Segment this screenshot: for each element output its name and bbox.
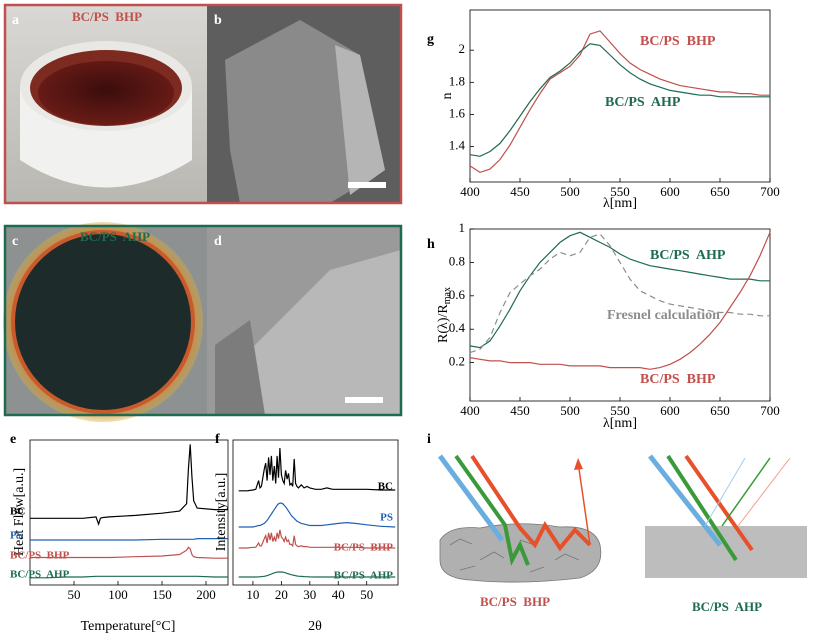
x-tick-label: 10 xyxy=(246,587,259,602)
x-tick-label: 550 xyxy=(610,184,630,199)
photo-b xyxy=(207,5,401,203)
y-tick-label: 1.4 xyxy=(449,138,466,153)
x-tick-label: 50 xyxy=(360,587,373,602)
series-line xyxy=(238,571,396,578)
x-tick-label: 450 xyxy=(510,403,530,418)
panel-letter: i xyxy=(427,432,431,447)
panel-letter: f xyxy=(215,432,220,447)
panel-letter: c xyxy=(12,234,18,249)
panel-letter: e xyxy=(10,432,16,447)
series-line xyxy=(469,30,770,174)
x-tick-label: 650 xyxy=(710,403,730,418)
sample-label: BC/PS AHP xyxy=(692,599,762,614)
series-line xyxy=(30,538,228,541)
x-tick-label: 100 xyxy=(108,587,128,602)
panel-letter: d xyxy=(214,234,222,249)
y-axis-label-main: n xyxy=(440,93,455,100)
x-tick-label: 50 xyxy=(68,587,81,602)
series-line xyxy=(469,233,770,354)
y-axis-label-main: R(λ)/R xyxy=(436,304,451,343)
series-line xyxy=(30,575,228,579)
series-line xyxy=(238,529,396,549)
x-axis-label: Temperature[°C] xyxy=(81,619,176,634)
y-tick-label: 1 xyxy=(459,220,466,235)
x-tick-label: 500 xyxy=(560,184,580,199)
panel-letter: b xyxy=(214,13,222,28)
y-tick-label: 2 xyxy=(459,41,466,56)
x-axis-label: λ[nm] xyxy=(603,196,637,211)
x-tick-label: 200 xyxy=(196,587,216,602)
sample-label: BC/PS BHP xyxy=(72,9,142,24)
x-tick-label: 700 xyxy=(760,184,780,199)
panel-letter: g xyxy=(427,32,434,47)
y-axis-label: R(λ)/Rmax xyxy=(436,287,453,343)
diagram xyxy=(437,454,807,583)
x-tick-label: 600 xyxy=(660,403,680,418)
y-tick-label: 0.2 xyxy=(449,354,465,369)
x-tick-label: 550 xyxy=(610,403,630,418)
x-tick-label: 40 xyxy=(332,587,345,602)
y-axis-label-subscript: max xyxy=(442,287,453,304)
x-tick-label: 450 xyxy=(510,184,530,199)
x-tick-label: 500 xyxy=(560,403,580,418)
plot-frame xyxy=(232,439,399,586)
series-label: BC xyxy=(10,506,25,518)
x-axis-label: λ[nm] xyxy=(603,416,637,431)
x-tick-label: 600 xyxy=(660,184,680,199)
series-label: BC/PS AHP xyxy=(334,570,394,582)
y-tick-label: 0.8 xyxy=(449,253,465,268)
x-tick-label: 150 xyxy=(152,587,172,602)
x-tick-label: 20 xyxy=(275,587,288,602)
y-tick-label: 1.6 xyxy=(449,105,466,120)
x-axis-label: 2θ xyxy=(308,619,322,634)
y-tick-label: 1.8 xyxy=(449,73,465,88)
plot-frame xyxy=(29,439,229,586)
series-line xyxy=(469,43,770,157)
y-tick-label: 0.4 xyxy=(449,320,466,335)
series-label: BC/PS BHP xyxy=(334,542,394,554)
panel-letter: a xyxy=(12,13,19,28)
photo-d xyxy=(207,226,401,415)
photo-c xyxy=(3,222,207,422)
x-tick-label: 700 xyxy=(760,403,780,418)
series-label: PS xyxy=(380,512,393,524)
panel-border xyxy=(3,224,403,417)
series-label: BC/PS AHP xyxy=(605,95,681,110)
y-axis-label-main: Heat Flow[a.u.] xyxy=(12,468,27,556)
panel-letter: h xyxy=(427,237,435,252)
x-tick-label: 400 xyxy=(460,184,480,199)
series-line xyxy=(238,502,396,528)
series-label: PS xyxy=(10,530,23,542)
y-axis-label: Intensity[a.u.] xyxy=(214,473,229,552)
series-line xyxy=(30,546,228,559)
sample-label: BC/PS BHP xyxy=(480,594,550,609)
series-line xyxy=(238,447,396,492)
y-tick-label: 0.6 xyxy=(449,287,466,302)
x-tick-label: 650 xyxy=(710,184,730,199)
series-label: BC/PS AHP xyxy=(650,248,726,263)
series-line xyxy=(469,231,770,349)
series-line xyxy=(30,444,228,526)
series-label: BC/PS BHP xyxy=(640,372,716,387)
series-label: BC xyxy=(378,481,393,493)
y-axis-label: n xyxy=(440,93,455,100)
series-label: BC/PS BHP xyxy=(640,34,716,49)
series-label: BC/PS AHP xyxy=(10,569,70,581)
panel-border xyxy=(3,3,403,205)
y-axis-label: Heat Flow[a.u.] xyxy=(12,468,27,556)
series-label: Fresnel calculation xyxy=(607,308,720,323)
series-label: BC/PS BHP xyxy=(10,550,70,562)
x-tick-label: 30 xyxy=(303,587,316,602)
photo-a xyxy=(5,5,207,203)
series-line xyxy=(469,232,771,370)
x-tick-label: 400 xyxy=(460,403,480,418)
sample-label: BC/PS AHP xyxy=(80,229,150,244)
y-axis-label-main: Intensity[a.u.] xyxy=(214,473,229,552)
